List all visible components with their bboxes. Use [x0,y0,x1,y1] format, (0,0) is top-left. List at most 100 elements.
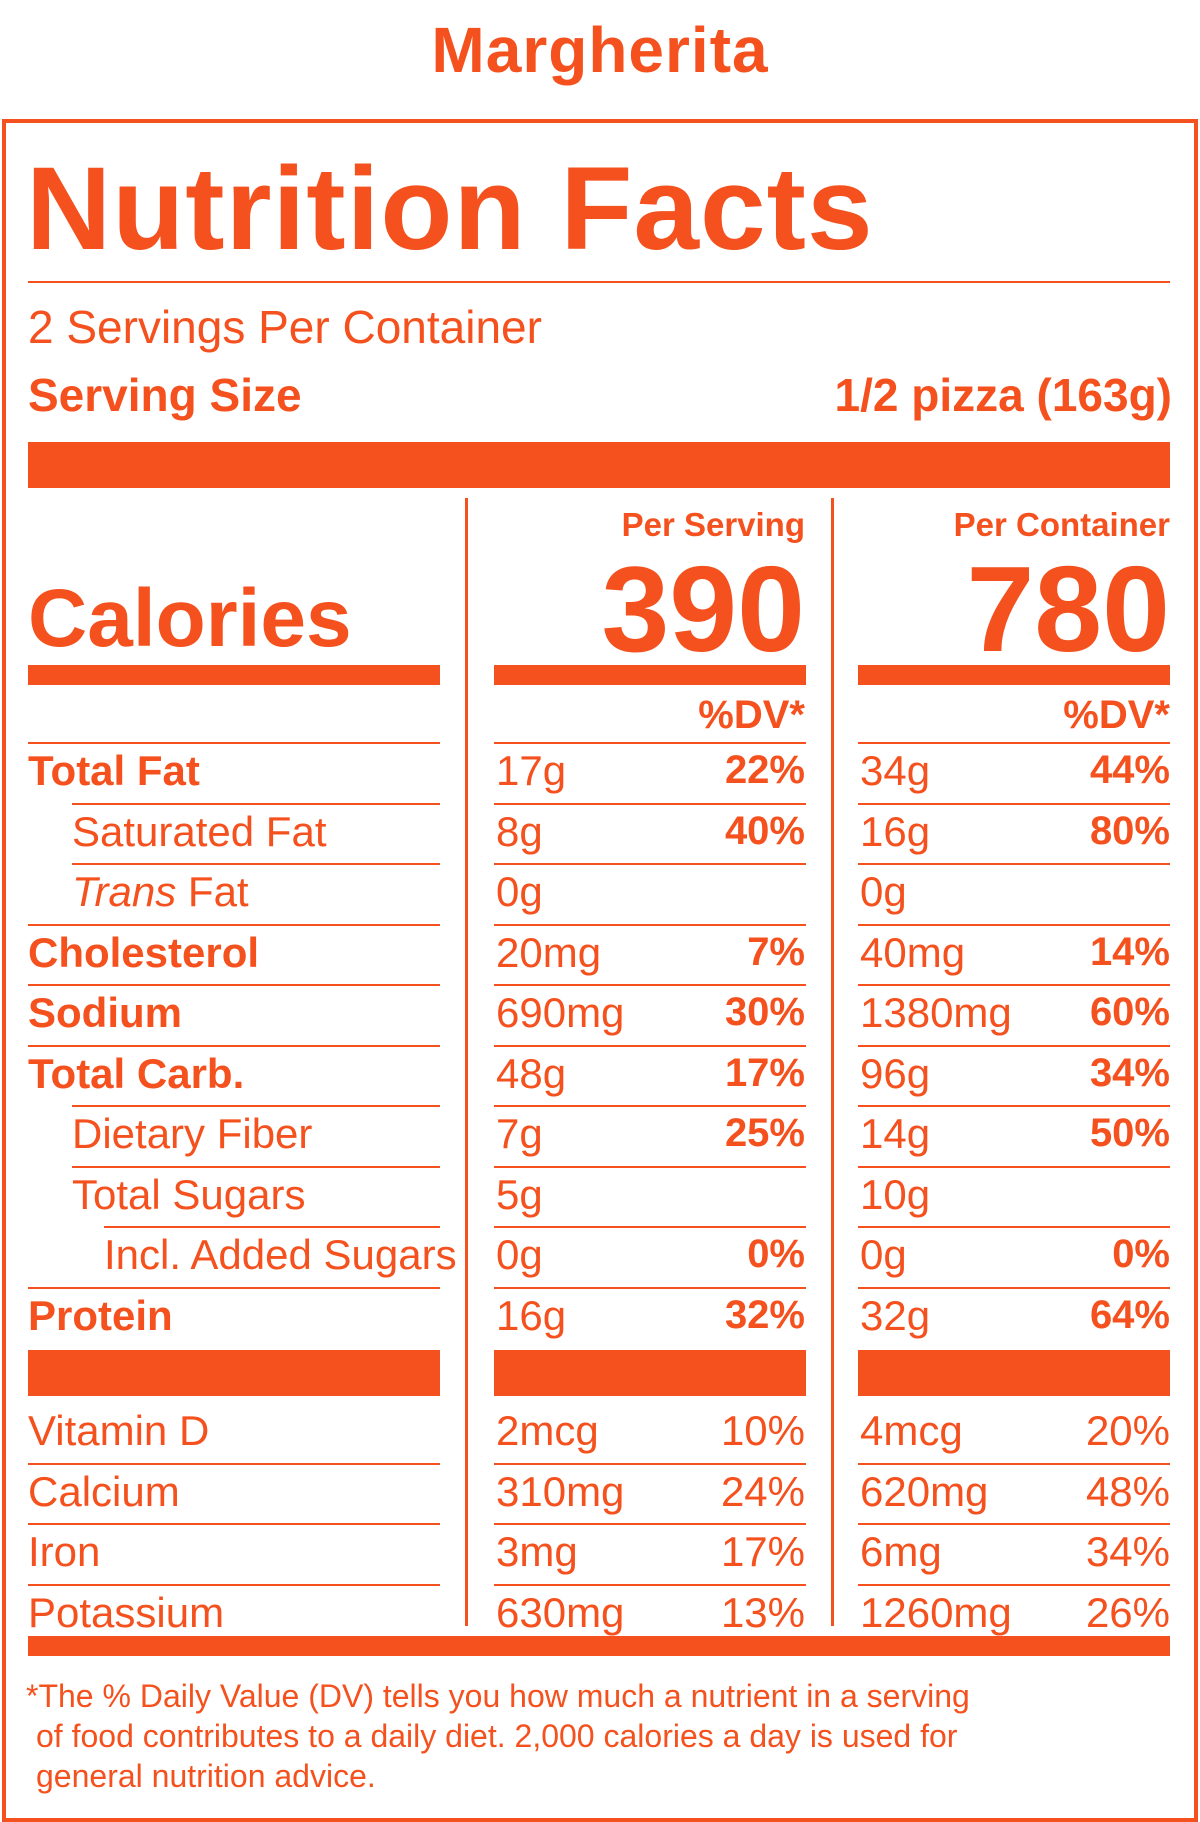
container-dv: 34% [1089,1050,1170,1095]
row-rule [494,1226,806,1228]
container-amount: 620mg [860,1467,989,1515]
container-dv: 14% [1089,929,1170,974]
footnote-line: of food contributes to a daily diet. 2,0… [36,1718,958,1754]
row-rule [28,1462,440,1465]
vitamins-bar-label [28,1350,440,1396]
serving-amount: 16g [496,1291,567,1339]
container-amount: 1380mg [860,989,1012,1036]
serving-dv: 13% [720,1588,805,1636]
footnote-line: *The % Daily Value (DV) tells you how mu… [26,1678,970,1714]
serving-amount: 310mg [496,1467,625,1515]
row-rule [858,742,1170,744]
serving-size-value: 1/2 pizza (163g) [834,369,1172,421]
row-rule [28,923,440,926]
column-divider-2 [831,498,834,1626]
row-rule [494,1044,806,1047]
row-rule [858,1286,1170,1289]
row-rule [494,742,806,744]
row-rule [494,923,806,926]
row-rule [28,742,440,744]
calories-label: Calories [28,573,352,664]
container-amount: 40mg [860,928,966,976]
calories-per-serving: 390 [601,541,805,677]
serving-amount: 8g [496,807,543,855]
row-rule [858,984,1170,986]
vitamins-bar-serving [494,1350,806,1396]
serving-dv: 25% [724,1111,805,1155]
footnote-line: general nutrition advice. [36,1758,376,1794]
row-rule [28,1044,440,1047]
serving-amount: 20mg [496,928,602,976]
serving-dv: 22% [724,748,805,792]
calories-bar-serving [494,665,806,685]
row-rule [858,1044,1170,1047]
nutrient-name-italic: Trans [72,868,177,915]
serving-amount: 630mg [496,1588,625,1636]
nutrient-name: Total Sugars [72,1170,306,1218]
serving-amount: 5g [496,1170,543,1218]
calories-per-container: 780 [966,541,1170,677]
dv-header-serving: %DV* [698,693,805,737]
nutrient-name: Total Carb. [28,1049,245,1097]
container-dv: 0% [1112,1232,1170,1276]
container-amount: 4mcg [860,1407,963,1454]
per-container-header: Per Container [953,506,1170,543]
column-divider-1 [465,498,468,1626]
row-rule [28,984,440,986]
nutrition-label-frame [2,119,1198,1822]
per-serving-header: Per Serving [621,506,805,543]
calories-bar-label [28,665,440,685]
row-rule [858,1462,1170,1465]
container-amount: 34g [860,747,931,794]
container-amount: 0g [860,868,907,915]
row-rule [72,1165,440,1168]
container-amount: 10g [860,1170,931,1218]
vitamin-name: Potassium [28,1588,225,1636]
container-dv: 80% [1089,808,1170,853]
row-rule [28,1523,440,1525]
vitamin-name: Calcium [28,1467,180,1515]
serving-dv: 30% [724,990,805,1034]
container-dv: 48% [1085,1467,1170,1515]
row-rule [28,1286,440,1289]
container-dv: 60% [1089,990,1170,1034]
row-rule [494,1462,806,1465]
vitamins-bar-container [858,1350,1170,1396]
thick-bar-bottom [28,1636,1170,1656]
row-rule [104,1226,440,1228]
container-amount: 96g [860,1049,931,1097]
container-amount: 1260mg [860,1588,1012,1636]
nutrient-name-rest: Fat [176,868,249,915]
serving-dv: 17% [720,1528,805,1575]
container-amount: 32g [860,1291,931,1339]
serving-dv: 0% [747,1232,805,1276]
row-rule [858,1226,1170,1228]
container-amount: 16g [860,807,931,855]
panel-title: Nutrition Facts [26,143,874,275]
container-dv: 20% [1085,1407,1170,1454]
row-rule [858,923,1170,926]
serving-dv: 10% [720,1407,805,1454]
row-rule [72,802,440,805]
serving-amount: 690mg [496,989,625,1036]
nutrient-name: Protein [28,1291,173,1339]
serving-amount: 48g [496,1049,567,1097]
footnote: *The % Daily Value (DV) tells you how mu… [26,1676,970,1796]
container-dv: 26% [1085,1588,1170,1636]
nutrient-name: Dietary Fiber [72,1110,313,1157]
container-dv: 50% [1089,1111,1170,1155]
row-rule [28,1583,440,1586]
row-rule [494,1583,806,1586]
container-amount: 6mg [860,1528,942,1575]
serving-amount: 0g [496,1231,543,1278]
thick-bar-top [28,442,1170,488]
row-rule [858,1105,1170,1107]
row-rule [858,802,1170,805]
calories-bar-container [858,665,1170,685]
container-dv: 44% [1089,748,1170,792]
container-dv: 34% [1085,1528,1170,1575]
serving-size-label: Serving Size [28,369,302,421]
row-rule [494,1286,806,1289]
serving-dv: 17% [724,1050,805,1095]
serving-amount: 17g [496,747,567,794]
